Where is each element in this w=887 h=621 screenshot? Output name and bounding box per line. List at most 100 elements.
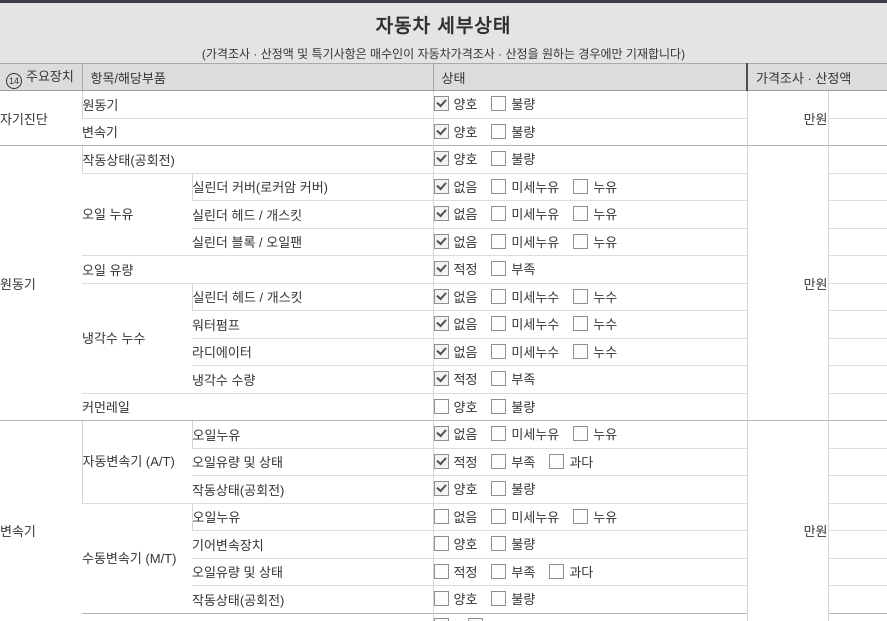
checkbox-unchecked-icon[interactable]: [491, 123, 507, 139]
table-row: 오일유량 및 상태 적정 부족 과다: [0, 557, 887, 586]
status-option-label: 누수: [593, 344, 618, 360]
checkbox-checked-icon[interactable]: [434, 288, 449, 304]
checkbox-checked-icon[interactable]: [434, 178, 449, 194]
checkbox-checked-icon[interactable]: [434, 151, 449, 167]
subgroup-cell: 수동변속기 (M/T): [82, 502, 192, 613]
price-amount-cell: [827, 420, 887, 448]
status-option: 누수: [573, 287, 617, 306]
status-option: 적정: [434, 369, 477, 388]
checkbox-unchecked-icon[interactable]: [573, 508, 589, 524]
checkbox-checked-icon[interactable]: [434, 316, 449, 332]
status-cell: 양호 불량: [432, 117, 747, 146]
status-option: 불량: [491, 122, 535, 141]
checkbox-unchecked-icon[interactable]: [573, 233, 589, 249]
item-cell: 냉각수 수량: [192, 365, 433, 393]
status-option: [467, 617, 488, 621]
checkbox-unchecked-icon[interactable]: [434, 508, 449, 524]
checkbox-unchecked-icon[interactable]: [491, 96, 507, 112]
status-option: 양호: [434, 122, 477, 141]
checkbox-unchecked-icon[interactable]: [434, 591, 449, 607]
status-option-label: 부족: [511, 372, 536, 388]
checkbox-unchecked-icon[interactable]: [549, 453, 565, 469]
status-option: 부족: [491, 452, 535, 471]
checkbox-checked-icon[interactable]: [434, 261, 449, 277]
checkbox-unchecked-icon[interactable]: [491, 591, 507, 607]
checkbox-unchecked-icon[interactable]: [573, 206, 589, 222]
checkbox-unchecked-icon[interactable]: [573, 343, 589, 359]
checkbox-unchecked-icon[interactable]: [467, 617, 483, 621]
status-option: 불량: [491, 589, 535, 608]
status-option: 없음: [434, 287, 477, 306]
checkbox-checked-icon[interactable]: [434, 123, 449, 139]
checkbox-unchecked-icon[interactable]: [491, 426, 507, 442]
status-option-label: 미세누유: [511, 179, 560, 195]
checkbox-checked-icon[interactable]: [434, 453, 449, 469]
checkbox-checked-icon[interactable]: [434, 371, 449, 387]
price-amount-cell: [827, 310, 887, 338]
status-option: 부족: [491, 369, 535, 388]
status-option-label: 과다: [569, 564, 594, 580]
checkbox-unchecked-icon[interactable]: [491, 206, 507, 222]
status-option-label: 불량: [511, 399, 536, 415]
status-option-label: 적정: [453, 454, 478, 470]
status-option: 불량: [491, 479, 535, 498]
item-cell: 오일 유량: [82, 255, 433, 283]
checkbox-unchecked-icon[interactable]: [573, 426, 589, 442]
table-row: 냉각수 누수 실린더 헤드 / 개스킷 없음 미세누수 누수: [0, 282, 887, 393]
status-option: 미세누수: [491, 342, 559, 361]
checkbox-unchecked-icon[interactable]: [549, 563, 565, 579]
price-amount-cell: [827, 447, 887, 476]
checkbox-unchecked-icon[interactable]: [491, 536, 507, 552]
checkbox-checked-icon[interactable]: [434, 96, 449, 112]
price-amount-cell: [827, 117, 887, 146]
checkbox-checked-icon[interactable]: [434, 206, 449, 222]
checkbox-unchecked-icon[interactable]: [491, 508, 507, 524]
status-option-label: 누유: [593, 234, 618, 250]
checkbox-unchecked-icon[interactable]: [491, 481, 507, 497]
status-option: 미세누유: [491, 204, 559, 223]
checkbox-unchecked-icon[interactable]: [491, 151, 507, 167]
checkbox-unchecked-icon[interactable]: [491, 371, 507, 387]
checkbox-unchecked-icon[interactable]: [491, 563, 507, 579]
status-option: 미세누유: [491, 507, 559, 526]
checkbox-unchecked-icon[interactable]: [491, 261, 507, 277]
checkbox-unchecked-icon[interactable]: [491, 453, 507, 469]
checkbox-checked-icon[interactable]: [434, 426, 449, 442]
checkbox-unchecked-icon[interactable]: [434, 536, 449, 552]
checkbox-unchecked-icon[interactable]: [573, 178, 589, 194]
status-option: 누유: [573, 424, 617, 443]
condition-table-body: 자기진단 원동기 양호 불량 만원 변속기 양호 불량 원동기 작동상태(공회전) 양호 불량 만원 오일…: [0, 90, 887, 621]
status-cell: 없음 미세누유 누유: [432, 172, 747, 201]
checkbox-unchecked-icon[interactable]: [491, 288, 507, 304]
status-option-label: 과다: [569, 454, 594, 470]
item-cell: 오일유량 및 상태: [192, 557, 433, 586]
checkbox-unchecked-icon[interactable]: [573, 288, 589, 304]
status-cell: 양호 불량: [432, 585, 747, 613]
checkbox-unchecked-icon[interactable]: [573, 316, 589, 332]
checkbox-unchecked-icon[interactable]: [434, 398, 449, 414]
checkbox-unchecked-icon[interactable]: [491, 178, 507, 194]
status-option-label: 누유: [593, 427, 618, 443]
title-block: 자동차 세부상태 (가격조사 · 산정액 및 특기사항은 매수인이 자동차가격조…: [0, 3, 887, 63]
status-option: 불량: [491, 149, 535, 168]
status-option-label: 불량: [511, 482, 536, 498]
checkbox-unchecked-icon[interactable]: [491, 343, 507, 359]
price-unit-cell: 만원: [746, 420, 828, 621]
checkbox-checked-icon[interactable]: [434, 343, 449, 359]
price-amount-cell: [827, 530, 887, 558]
checkbox-checked-icon[interactable]: [434, 233, 449, 249]
status-option: 적정: [434, 452, 478, 471]
status-option: 미세누수: [491, 287, 559, 306]
checkbox-unchecked-icon[interactable]: [491, 316, 507, 332]
status-option-label: 없음: [453, 207, 478, 223]
item-cell: 워터펌프: [192, 310, 433, 338]
status-option-label: 미세누수: [511, 289, 560, 305]
checkbox-unchecked-icon[interactable]: [434, 563, 449, 579]
checkbox-checked-icon[interactable]: [434, 481, 449, 497]
checkbox-unchecked-icon[interactable]: [491, 233, 507, 249]
checkbox-unchecked-icon[interactable]: [491, 398, 507, 414]
item-cell: 변속기: [82, 117, 433, 146]
status-cell: 없음 미세누유 누유: [432, 420, 747, 448]
checkbox-unchecked-icon[interactable]: [434, 617, 449, 621]
status-option: 누유: [573, 232, 617, 251]
